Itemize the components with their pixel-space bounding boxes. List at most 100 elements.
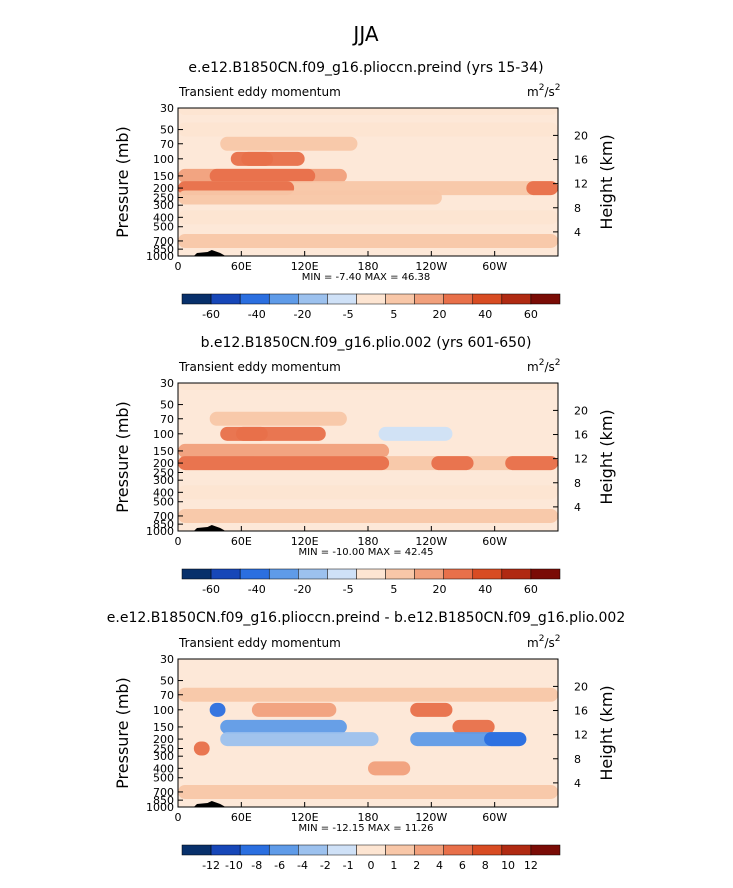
x-tick-label: 180: [358, 535, 379, 548]
x-tick-label: 120W: [415, 260, 447, 273]
contour-band: [178, 383, 558, 390]
colorbar-label: 20: [433, 308, 447, 321]
y-tick-label: 700: [153, 510, 174, 523]
y-tick-label: 1000: [146, 525, 174, 538]
colorbar-swatch: [239, 293, 270, 305]
colorbar-label: -40: [248, 308, 266, 321]
min-max-label: MIN = -7.40 MAX = 46.38: [302, 272, 431, 283]
height-tick-label: 20: [574, 680, 588, 693]
units-mid: /s: [544, 360, 554, 374]
height-tick-label: 16: [574, 705, 588, 718]
topography: [193, 801, 226, 807]
y-tick-label: 400: [153, 762, 174, 775]
contour-band: [505, 456, 558, 471]
y-tick-label: 500: [153, 772, 174, 785]
x-tick-label: 120E: [291, 260, 319, 273]
x-tick-label: 120E: [291, 811, 319, 824]
variable-label: Transient eddy momentum: [178, 360, 341, 374]
colorbar-swatch: [501, 293, 532, 305]
colorbar-swatch: [239, 568, 270, 580]
colorbar-label: 2: [413, 859, 420, 872]
y-axis-label: Pressure (mb): [113, 126, 132, 238]
y-tick-label: 850: [153, 518, 174, 531]
colorbar-label: -2: [320, 859, 331, 872]
colorbar-label: 6: [459, 859, 466, 872]
units-label: m2/s2: [527, 634, 560, 650]
height-tick-label: 16: [574, 154, 588, 167]
contour-bands: [178, 383, 558, 523]
y-tick-label: 30: [160, 377, 174, 390]
contour-band: [251, 702, 337, 717]
contour-band: [178, 210, 558, 225]
units-base: m: [527, 636, 539, 650]
y-tick-label: 150: [153, 721, 174, 734]
colorbar-swatch: [530, 293, 561, 305]
min-max-label: MIN = -12.15 MAX = 11.26: [299, 823, 434, 834]
colorbar-label: 1: [390, 859, 397, 872]
panel-title: b.e12.B1850CN.f09_g16.plio.002 (yrs 601-…: [201, 335, 532, 351]
colorbar-label: -60: [202, 583, 220, 596]
y-tick-label: 500: [153, 496, 174, 509]
y-tick-label: 850: [153, 243, 174, 256]
y-tick-label: 100: [153, 704, 174, 717]
y-axis-label-right: Height (km): [597, 409, 616, 504]
height-tick-label: 12: [574, 178, 588, 191]
colorbar-swatch: [530, 568, 561, 580]
colorbar-swatch: [327, 844, 357, 856]
colorbar-swatch: [385, 568, 415, 580]
panel-preind: e.e12.B1850CN.f09_g16.plioccn.preind (yr…: [113, 60, 616, 321]
colorbar-swatch: [298, 568, 328, 580]
contour-band: [178, 108, 558, 115]
colorbar-swatch: [472, 293, 503, 305]
colorbar-label: -60: [202, 308, 220, 321]
colorbar-swatch: [210, 293, 241, 305]
colorbar-swatch: [501, 844, 532, 856]
x-tick-label: 60E: [231, 260, 252, 273]
y-tick-label: 30: [160, 653, 174, 666]
contour-band: [209, 411, 347, 426]
x-tick-label: 180: [358, 811, 379, 824]
x-tick-label: 0: [175, 260, 182, 273]
colorbar-label: 10: [501, 859, 515, 872]
colorbar-label: -8: [251, 859, 262, 872]
x-tick-label: 120W: [415, 811, 447, 824]
height-tick-label: 4: [574, 777, 581, 790]
units-exp: 2: [539, 83, 545, 93]
colorbar-swatch: [181, 568, 212, 580]
colorbar-swatch: [356, 293, 386, 305]
x-tick-label: 60W: [482, 535, 507, 548]
colorbar-label: -20: [293, 583, 311, 596]
colorbar-swatch: [530, 844, 561, 856]
height-tick-label: 4: [574, 226, 581, 239]
x-tick-label: 60E: [231, 535, 252, 548]
colorbar-swatch: [327, 568, 357, 580]
y-axis-label-right: Height (km): [597, 134, 616, 229]
x-tick-label: 180: [358, 260, 379, 273]
colorbar-label: 12: [524, 859, 538, 872]
colorbar-label: -5: [343, 583, 354, 596]
contour-band: [378, 426, 453, 441]
colorbar-swatch: [327, 293, 357, 305]
panel-title: e.e12.B1850CN.f09_g16.plioccn.preind (yr…: [188, 60, 543, 76]
colorbar-label: -4: [297, 859, 308, 872]
colorbar-swatch: [298, 844, 328, 856]
colorbar-swatch: [356, 844, 386, 856]
contour-band: [178, 122, 558, 137]
y-tick-label: 400: [153, 486, 174, 499]
colorbar-swatch: [210, 844, 241, 856]
height-tick-label: 12: [574, 729, 588, 742]
y-axis-label: Pressure (mb): [113, 677, 132, 789]
y-tick-label: 700: [153, 786, 174, 799]
y-tick-label: 700: [153, 235, 174, 248]
colorbar-swatch: [239, 844, 270, 856]
y-tick-label: 850: [153, 794, 174, 807]
topography: [193, 250, 226, 256]
contour-band: [220, 732, 379, 747]
y-tick-label: 1000: [146, 801, 174, 814]
y-axis-label: Pressure (mb): [113, 401, 132, 513]
x-tick-label: 120E: [291, 535, 319, 548]
colorbar-label: -6: [274, 859, 285, 872]
contour-band: [452, 719, 495, 734]
units-base: m: [527, 360, 539, 374]
